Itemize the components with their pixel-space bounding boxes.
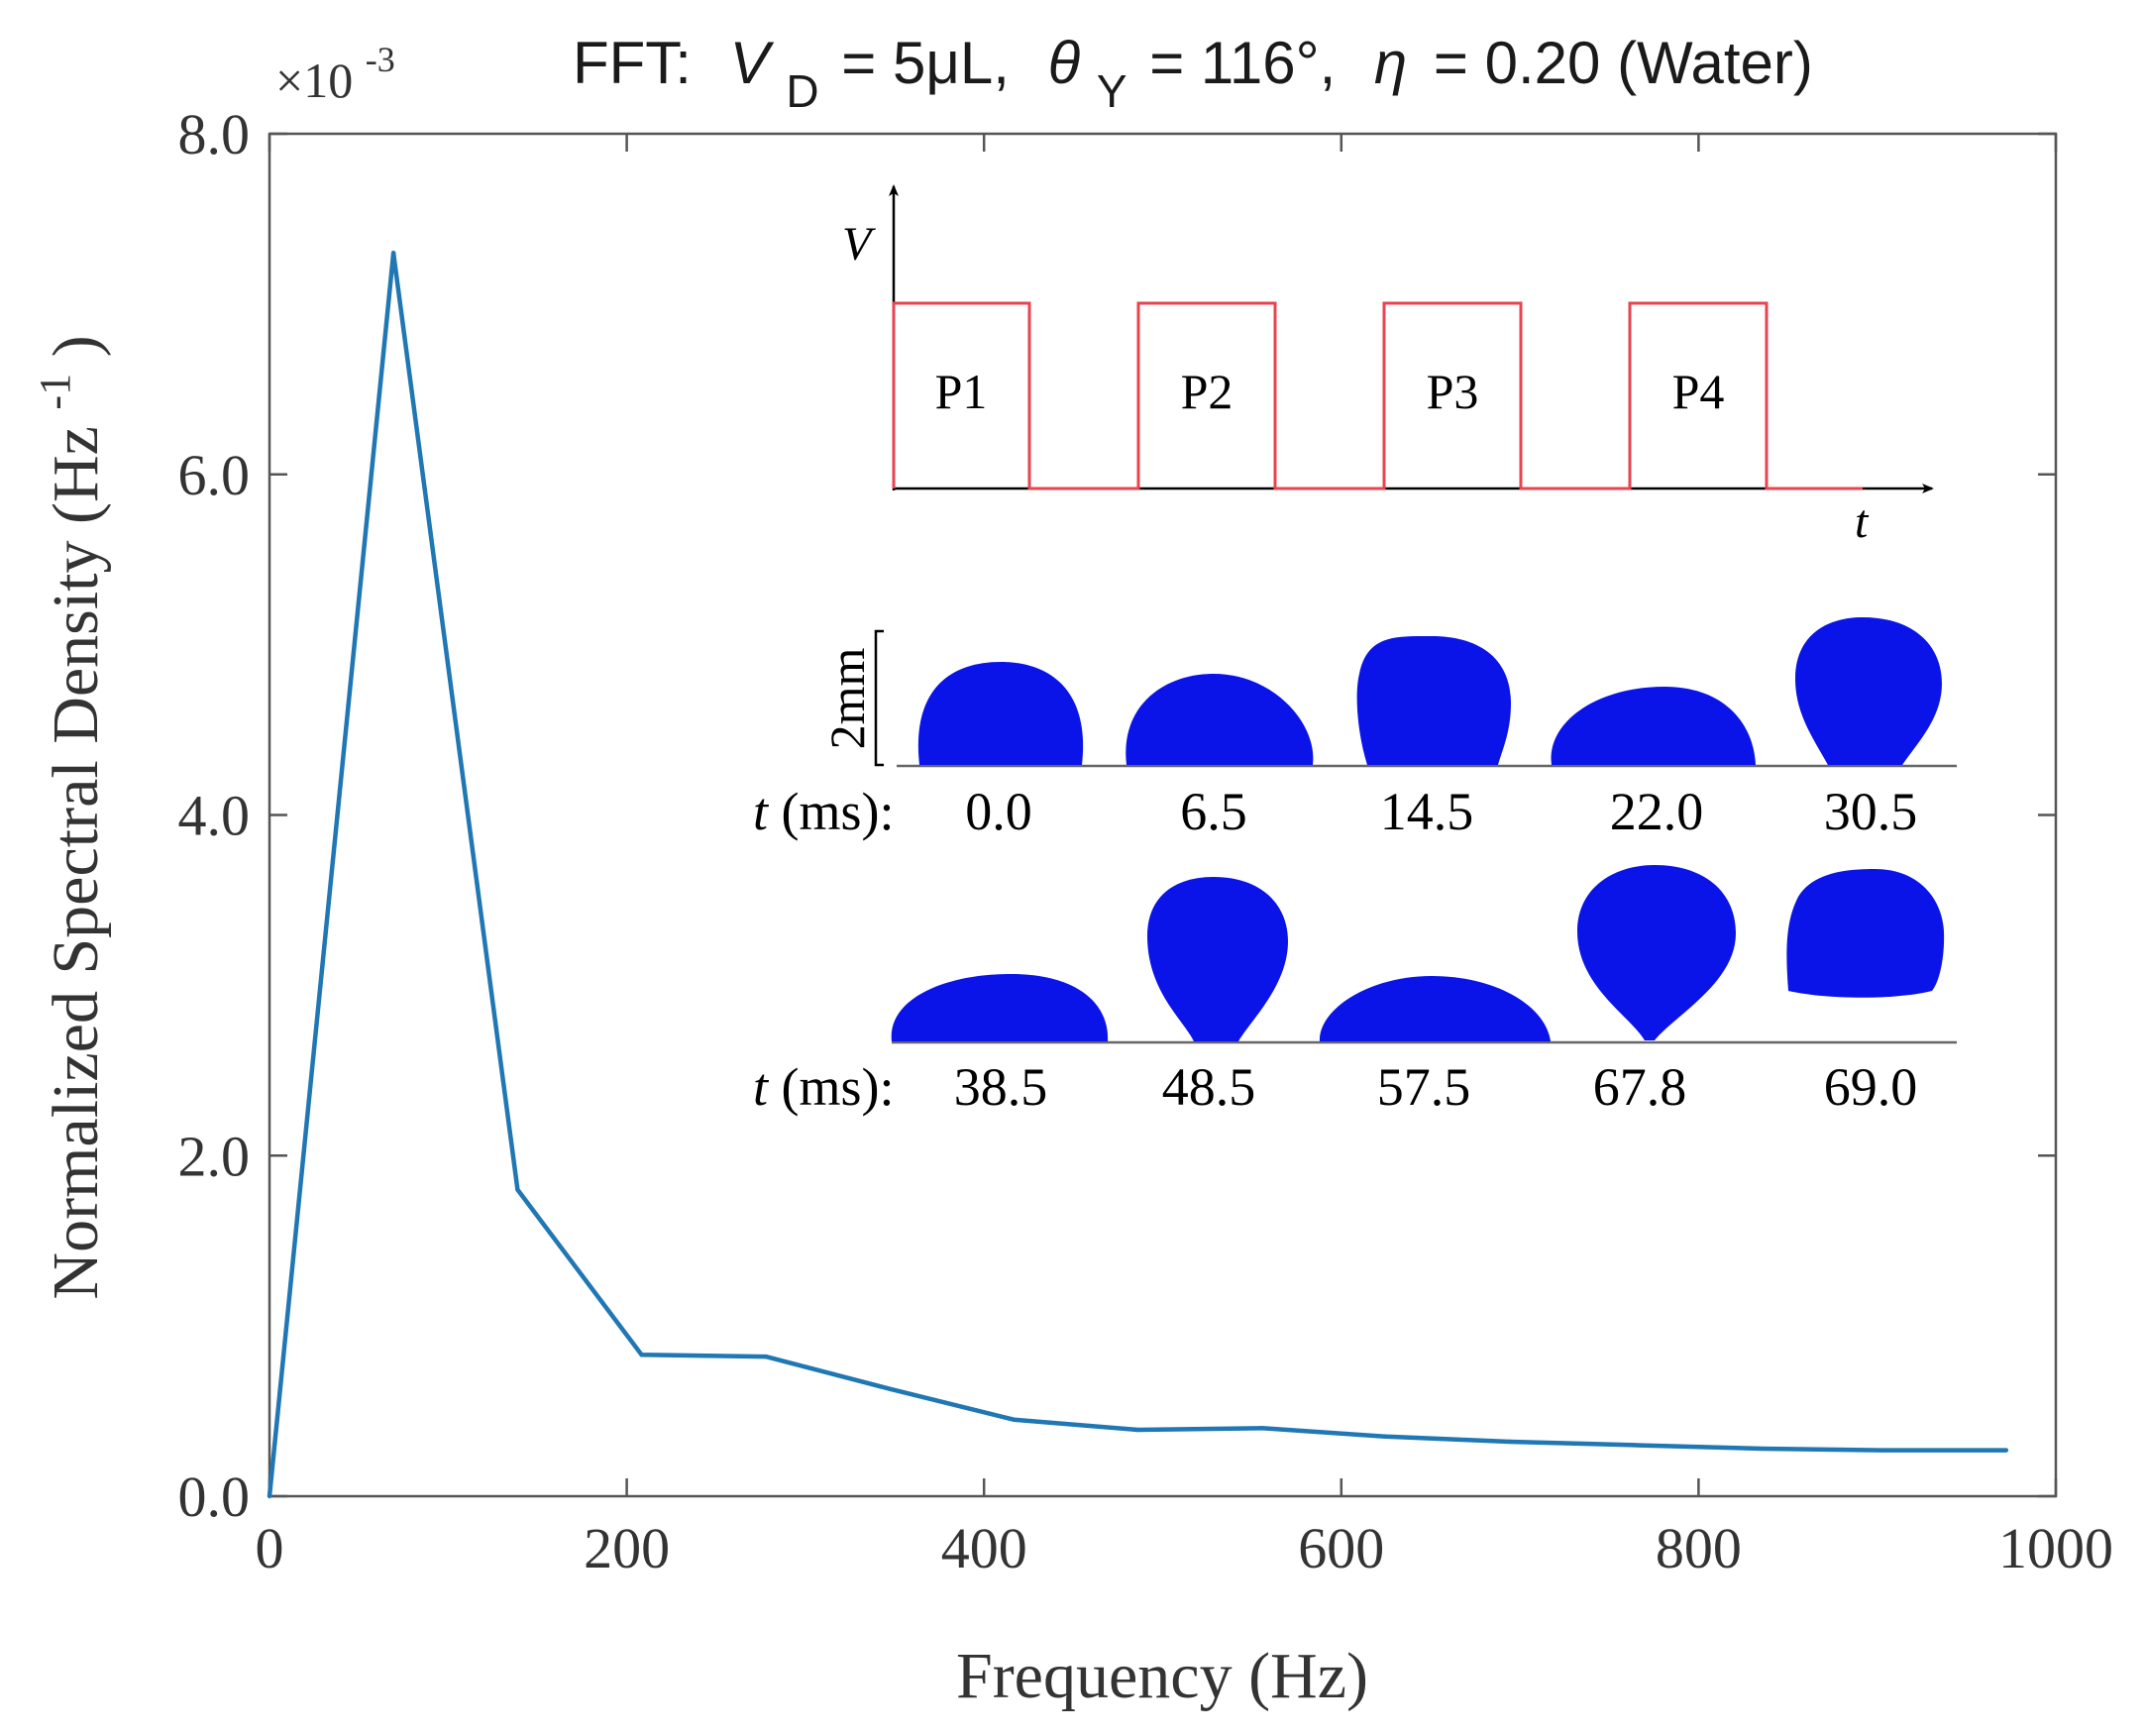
data-point (639, 1353, 644, 1357)
data-point (1383, 1434, 1389, 1440)
y-axis-label: Normalized Spectral Density (Hz -1 ) (12, 335, 112, 1299)
row1-prefix-var: t (753, 782, 770, 841)
row2-time-5: 69.0 (1824, 1057, 1918, 1117)
data-point (1259, 1426, 1264, 1431)
title-vd-val: = 5μL, (841, 30, 1010, 96)
row2-time-1: 38.5 (954, 1057, 1048, 1117)
droplet-row2-4 (1577, 865, 1736, 1040)
data-point (515, 1187, 520, 1192)
droplet-row1-2 (1126, 674, 1314, 765)
title-theta-val: = 116°, (1149, 30, 1336, 96)
data-point (1507, 1439, 1513, 1445)
title-eta-val: = 0.20 (Water) (1434, 30, 1813, 96)
droplet-row1-1 (917, 662, 1084, 765)
row1-time-2: 6.5 (1180, 782, 1247, 841)
pulse-label-p1: P1 (935, 364, 988, 419)
row1-prefix-unit: (ms): (782, 782, 895, 841)
scale-bar (874, 629, 884, 767)
droplet-row1-3 (1356, 635, 1511, 765)
droplet-row2-5 (1786, 869, 1945, 998)
pulse-inset: V t P1 P2 P3 P4 (842, 184, 1934, 548)
x-tick-label: 200 (584, 1516, 670, 1580)
y-multiplier: ×10 -3 (275, 40, 395, 108)
y-multiplier-base: ×10 (275, 53, 353, 108)
y-axis-ticks: 0.0 2.0 4.0 6.0 8.0 (178, 102, 2056, 1529)
y-multiplier-exp: -3 (366, 40, 395, 79)
y-tick-label: 4.0 (178, 784, 251, 848)
x-tick-label: 800 (1656, 1516, 1742, 1580)
row1-time-1: 0.0 (965, 782, 1032, 841)
droplet-row1-5 (1795, 617, 1942, 765)
title-theta-var: θ (1048, 30, 1081, 96)
data-point (1135, 1427, 1140, 1433)
pulse-label-p4: P4 (1672, 364, 1725, 419)
y-axis-label-close: ) (40, 335, 112, 357)
data-point (1879, 1448, 1884, 1453)
scale-bar-label: 2mm (819, 648, 875, 750)
y-tick-label: 0.0 (178, 1465, 251, 1529)
row1-time-3: 14.5 (1380, 782, 1474, 841)
y-tick-label: 6.0 (178, 443, 251, 507)
title-vd-sub: D (786, 65, 818, 117)
row2-time-3: 57.5 (1377, 1057, 1471, 1117)
row2-time-4: 67.8 (1593, 1057, 1687, 1117)
row1-time-5: 30.5 (1824, 782, 1918, 841)
y-axis-label-sup: -1 (31, 374, 79, 410)
row2-time-2: 48.5 (1162, 1057, 1256, 1117)
x-tick-label: 1000 (1998, 1516, 2113, 1580)
data-point (2003, 1448, 2009, 1453)
droplet-row2-3 (1319, 976, 1551, 1041)
chart-title: FFT: V D = 5μL, θ Y = 116°, η = 0.20 (Wa… (573, 30, 1813, 120)
data-point (1012, 1417, 1017, 1422)
droplet-inset: 2mm t (ms): 0.0 6.5 14.5 22.0 30.5 (753, 617, 1957, 1117)
data-point (763, 1354, 769, 1359)
pulse-label-p3: P3 (1427, 364, 1479, 419)
title-vd-var: V (730, 30, 775, 96)
droplet-shape (891, 865, 1945, 1041)
droplet-row2-2 (1147, 877, 1288, 1041)
y-tick-label: 8.0 (178, 102, 251, 166)
pulse-y-label: V (842, 218, 876, 271)
x-axis-label: Frequency (Hz) (956, 1640, 1368, 1712)
pulse-waveform (892, 301, 1863, 490)
droplet-shape (917, 617, 1942, 765)
y-tick-label: 2.0 (178, 1124, 251, 1188)
row1-time-4: 22.0 (1610, 782, 1704, 841)
title-prefix: FFT: (573, 30, 692, 96)
x-tick-label: 600 (1298, 1516, 1384, 1580)
row1-prefix: t (ms): (753, 782, 895, 841)
row2-prefix-unit: (ms): (782, 1057, 895, 1117)
row2-prefix-var: t (753, 1057, 770, 1117)
data-point (390, 251, 396, 256)
droplet-row1-4 (1551, 687, 1756, 765)
x-tick-label: 0 (256, 1516, 284, 1580)
plot-frame (268, 132, 2058, 1498)
y-axis-label-main: Normalized Spectral Density (Hz (40, 426, 112, 1300)
droplet-row2-1 (891, 974, 1109, 1041)
data-point (1756, 1446, 1761, 1452)
pulse-label-p2: P2 (1181, 364, 1233, 419)
data-point (267, 1493, 272, 1499)
x-tick-label: 400 (941, 1516, 1027, 1580)
title-theta-sub: Y (1097, 65, 1127, 117)
pulse-x-label: t (1855, 495, 1870, 548)
x-axis-ticks: 0 200 400 600 800 1000 (256, 134, 2113, 1580)
data-point (887, 1386, 893, 1391)
row2-prefix: t (ms): (753, 1057, 895, 1117)
title-eta-var: η (1374, 30, 1407, 96)
data-point (1632, 1443, 1637, 1448)
series-points (267, 251, 2009, 1499)
